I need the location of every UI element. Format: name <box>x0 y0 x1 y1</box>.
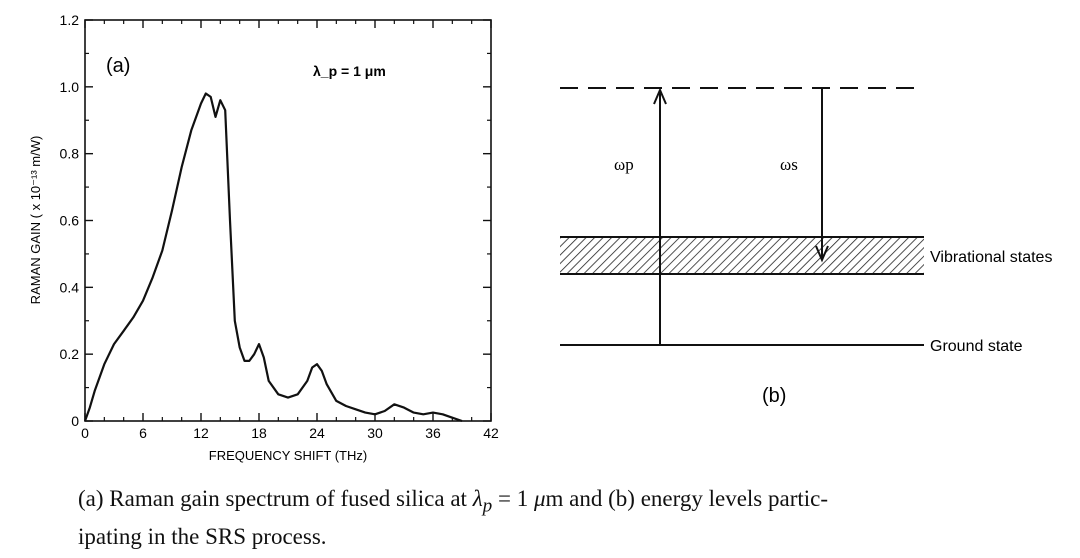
figure: 0 6 12 18 24 30 36 42 0 0.2 0.4 0.6 0.8 1.0 1.2 (a) λ… <box>28 12 1052 463</box>
caption-part2: = 1 <box>492 486 534 511</box>
y-tick-label: 1.2 <box>60 12 80 28</box>
x-tick-label: 42 <box>483 425 499 441</box>
x-axis-label: FREQUENCY SHIFT (THz) <box>209 448 367 463</box>
panel-label-b: (b) <box>762 385 786 407</box>
x-tick-label: 30 <box>367 425 383 441</box>
caption-line2: ipating in the SRS process. <box>78 523 327 549</box>
x-tick-label: 0 <box>81 425 89 441</box>
stokes-arrow-head <box>815 245 829 263</box>
y-tick-label: 0.4 <box>60 279 80 295</box>
raman-gain-chart: 0 6 12 18 24 30 36 42 0 0.2 0.4 0.6 0.8 1.0 1.2 (a) λ… <box>28 12 499 463</box>
x-tick-label: 6 <box>139 425 147 441</box>
y-axis-label: RAMAN GAIN ( x 10⁻¹³ m/W) <box>28 136 43 305</box>
caption-part1: (a) Raman gain spectrum of fused silica … <box>78 486 473 511</box>
pump-wavelength-annotation: λ_p = 1 μm <box>313 63 386 79</box>
caption-lambda: λ <box>472 486 483 511</box>
y-tick-label: 1.0 <box>60 79 80 95</box>
plot-frame <box>84 19 492 422</box>
y-tick-label: 0 <box>71 413 79 429</box>
panel-label-a: (a) <box>106 55 130 77</box>
y-axis-ticks: 0 0.2 0.4 0.6 0.8 1.0 1.2 <box>60 12 491 429</box>
pump-arrow-head <box>653 87 667 105</box>
raman-gain-curve <box>83 92 463 423</box>
x-axis-ticks: 0 6 12 18 24 30 36 42 <box>81 20 499 441</box>
stokes-frequency-label: ωs <box>780 155 798 174</box>
y-tick-label: 0.2 <box>60 346 80 362</box>
pump-frequency-label: ωp <box>614 155 634 174</box>
x-tick-label: 24 <box>309 425 325 441</box>
x-tick-label: 36 <box>425 425 441 441</box>
caption-part3: m and (b) energy levels partic- <box>545 486 829 511</box>
figure-caption: (a) Raman gain spectrum of fused silica … <box>78 484 1038 552</box>
y-tick-label: 0.6 <box>60 213 80 229</box>
ground-state-label: Ground state <box>930 338 1023 355</box>
x-tick-label: 18 <box>251 425 267 441</box>
energy-level-diagram: ωp ωs Vibrational states Ground state (b… <box>560 87 1052 407</box>
vibrational-states-band <box>560 237 924 274</box>
vibrational-states-label: Vibrational states <box>930 249 1052 266</box>
caption-mu: μ <box>533 486 546 511</box>
caption-sub-p: p <box>482 495 493 517</box>
x-tick-label: 12 <box>193 425 209 441</box>
y-tick-label: 0.8 <box>60 146 80 162</box>
